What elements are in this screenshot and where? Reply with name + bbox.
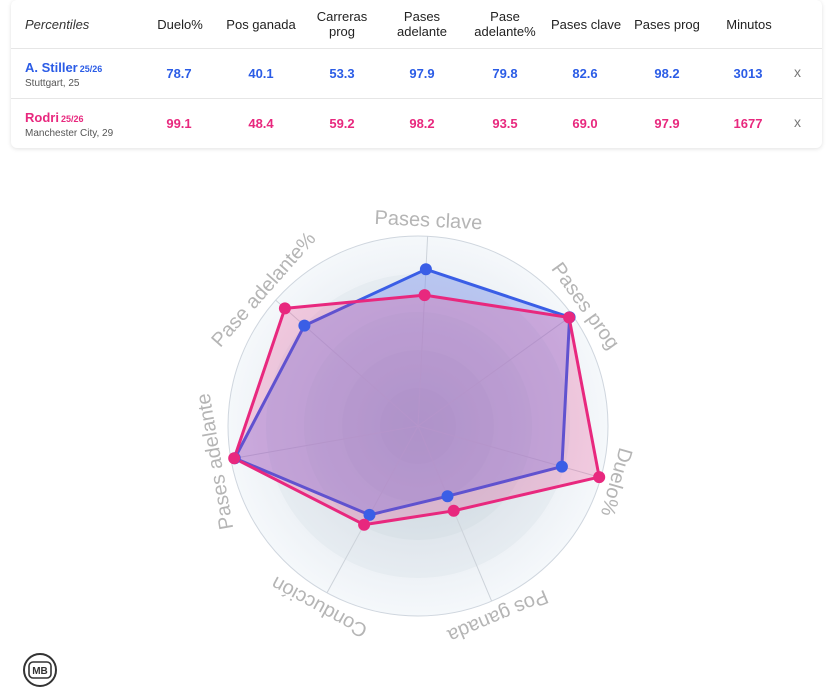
table-header: Percentiles Duelo% Pos ganada Carreras p… xyxy=(11,0,822,48)
radar-point[interactable] xyxy=(363,508,376,521)
value-cell: 98.2 xyxy=(409,116,435,131)
radar-point[interactable] xyxy=(555,460,568,473)
radar-series-1 xyxy=(233,267,572,517)
radar-axis-line xyxy=(275,299,419,427)
radar-axis-line xyxy=(417,425,601,479)
value-cell: 40.1 xyxy=(248,66,274,81)
radar-point[interactable] xyxy=(418,289,431,302)
col-header-pases-adelante: Pases adelante xyxy=(397,9,447,39)
remove-player-button[interactable]: x xyxy=(794,114,801,130)
value-cell: 79.8 xyxy=(492,66,518,81)
comparison-table: Percentiles Duelo% Pos ganada Carreras p… xyxy=(11,0,822,148)
radar-axis-line xyxy=(417,314,573,427)
col-header-duelo: Duelo% xyxy=(157,16,203,32)
player-team: Stuttgart, 25 xyxy=(25,78,80,89)
value-cell: 69.0 xyxy=(572,116,598,131)
value-cell: 59.2 xyxy=(329,116,355,131)
player-name[interactable]: A. Stiller 25/26 xyxy=(25,60,103,75)
player-season: 25/26 xyxy=(79,64,103,74)
radar-point[interactable] xyxy=(563,311,576,324)
radar-axis-line xyxy=(326,425,419,594)
value-cell: 97.9 xyxy=(654,116,680,131)
col-header-pos-ganada: Pos ganada xyxy=(226,16,296,32)
value-cell: 53.3 xyxy=(329,66,355,81)
value-cell: 99.1 xyxy=(166,116,192,131)
remove-player-button[interactable]: x xyxy=(794,64,801,80)
logo-text: MB xyxy=(32,666,48,677)
value-cell: 98.2 xyxy=(654,66,680,81)
radar-point[interactable] xyxy=(447,504,460,517)
radar-point[interactable] xyxy=(441,490,454,503)
col-header-pase-adelante-pct: Pase adelante% xyxy=(474,9,536,39)
radar-point[interactable] xyxy=(278,302,291,315)
table-row: Rodri 25/26 Manchester City, 29 99.1 48.4… xyxy=(11,98,822,149)
radar-point[interactable] xyxy=(593,471,606,484)
col-header-pases-clave: Pases clave xyxy=(550,16,622,32)
value-cell: 82.6 xyxy=(572,66,598,81)
value-cell: 3013 xyxy=(733,66,763,81)
corner-label: Percentiles xyxy=(25,17,90,32)
radar-series-2 xyxy=(232,293,601,527)
radar-point[interactable] xyxy=(419,263,432,276)
player-team: Manchester City, 29 xyxy=(25,128,114,139)
radar-point[interactable] xyxy=(358,518,371,531)
player-season: 25/26 xyxy=(60,114,84,124)
radar-point[interactable] xyxy=(228,452,241,465)
table-row: A. Stiller 25/26 Stuttgart, 25 78.7 40.1 … xyxy=(11,48,822,99)
value-cell: 1677 xyxy=(733,116,763,131)
radar-axis-line xyxy=(230,425,419,460)
value-cell: 78.7 xyxy=(166,66,192,81)
mb-logo-icon: MB xyxy=(23,653,57,687)
value-cell: 93.5 xyxy=(492,116,518,131)
col-header-pases-prog: Pases prog xyxy=(634,16,700,32)
value-cell: 48.4 xyxy=(248,116,274,131)
radar-point[interactable] xyxy=(298,319,311,332)
col-header-carreras-prog: Carreras prog xyxy=(316,9,368,39)
col-header-minutos: Minutos xyxy=(726,16,772,32)
player-name[interactable]: Rodri 25/26 xyxy=(25,110,84,125)
value-cell: 97.9 xyxy=(409,66,435,81)
radar-axis-label: Pases clave xyxy=(374,207,483,234)
